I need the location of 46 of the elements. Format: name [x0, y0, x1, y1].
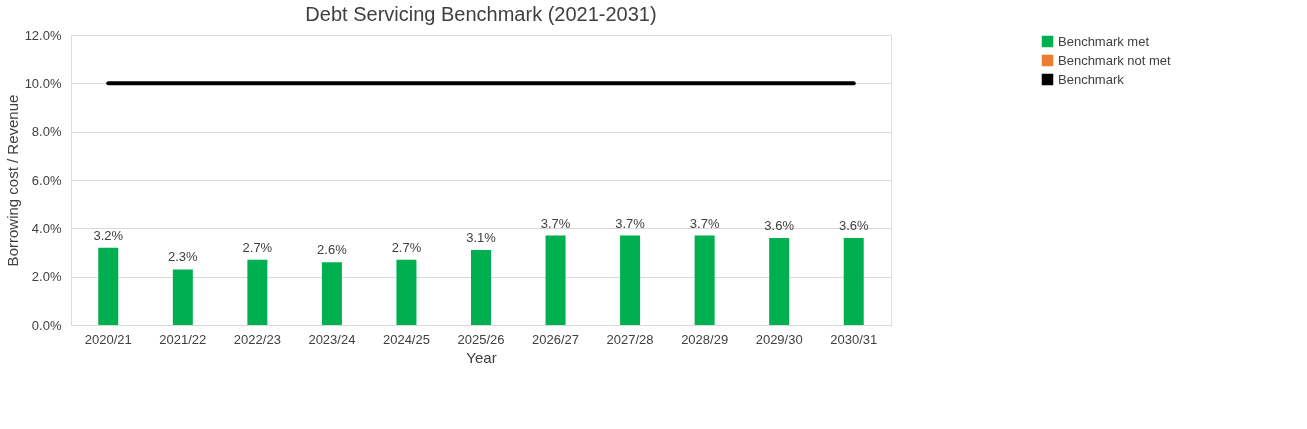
y-tick-label: 10.0%: [24, 75, 62, 91]
data-label: 2.7%: [391, 239, 422, 255]
y-tick-label: 8.0%: [31, 124, 62, 140]
x-tick-label: 2021/22: [159, 331, 207, 347]
y-tick-label: 2.0%: [31, 269, 62, 285]
x-tick-label: 2020/21: [84, 331, 132, 347]
x-tick-label: 2025/26: [457, 331, 505, 347]
bar: [172, 269, 193, 325]
data-label: 2.3%: [168, 249, 199, 265]
bar: [769, 238, 790, 325]
x-tick-label: 2030/31: [830, 331, 878, 347]
data-label: 2.7%: [242, 239, 273, 255]
x-tick-label: 2029/30: [755, 331, 803, 347]
x-tick-label: 2026/27: [532, 331, 580, 347]
x-tick-label: 2027/28: [606, 331, 654, 347]
y-tick-label: 0.0%: [31, 317, 62, 333]
bar: [545, 235, 566, 325]
bar: [471, 250, 491, 325]
chart-title: Debt Servicing Benchmark (2021-2031): [305, 3, 657, 25]
data-label: 2.6%: [317, 242, 348, 258]
data-label: 3.6%: [838, 218, 869, 233]
legend-label: Benchmark: [1058, 71, 1125, 87]
data-label: 3.7%: [689, 215, 720, 231]
x-tick-label: 2022/23: [233, 331, 281, 347]
data-label: 3.1%: [466, 230, 497, 246]
x-axis-title: Year: [466, 348, 497, 366]
bar: [321, 262, 342, 325]
y-tick-label: 6.0%: [31, 172, 62, 188]
x-tick-label: 2023/24: [308, 331, 356, 347]
data-label: 3.6%: [764, 218, 795, 233]
bar: [843, 238, 864, 325]
x-tick-label: 2024/25: [382, 331, 430, 347]
bar: [98, 247, 119, 325]
bar: [247, 259, 268, 325]
y-tick-label: 4.0%: [31, 220, 62, 236]
legend-label: Benchmark met: [1058, 33, 1150, 49]
data-label: 3.7%: [615, 215, 646, 231]
bar: [694, 235, 715, 325]
bar: [620, 235, 641, 325]
y-axis-title: Borrowing cost / Revenue: [3, 94, 21, 267]
y-tick-label: 12.0%: [24, 27, 62, 43]
x-tick-label: 2028/29: [681, 331, 729, 347]
bar: [396, 259, 417, 325]
data-label: 3.7%: [540, 215, 571, 231]
legend-label: Benchmark not met: [1058, 52, 1172, 68]
data-label: 3.2%: [93, 227, 124, 243]
